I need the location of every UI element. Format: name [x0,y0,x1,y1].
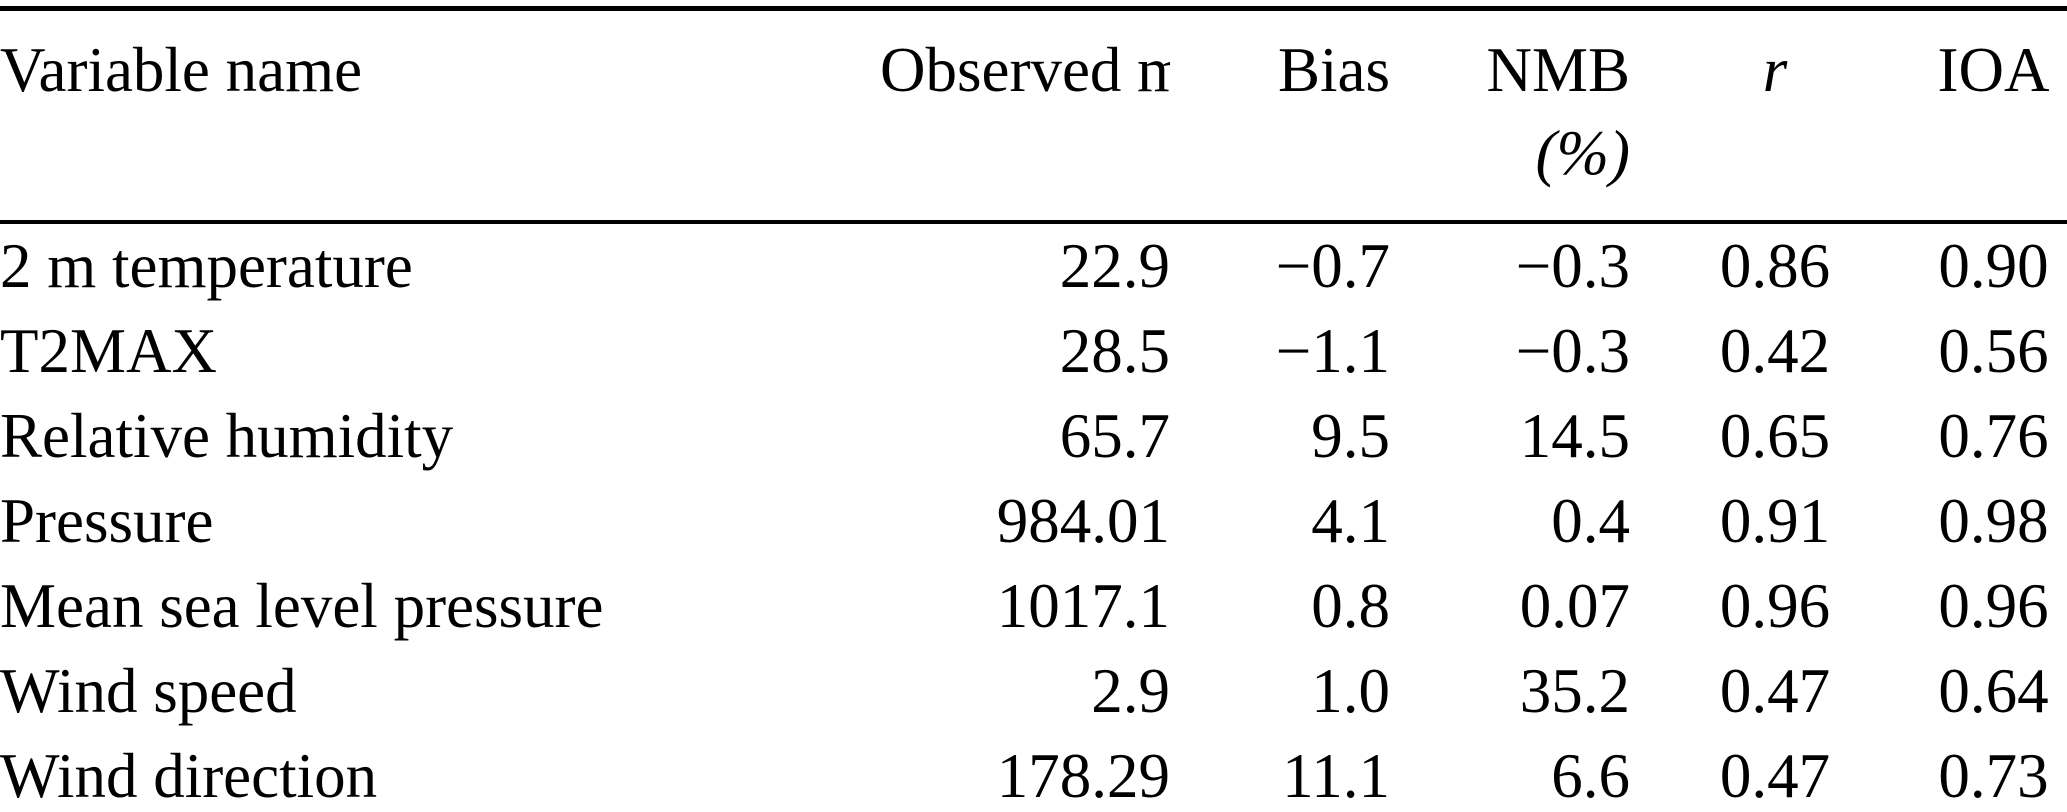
bias-cell: 9.5 [1311,401,1390,471]
col-header-unit: (%) [1535,118,1630,189]
nmb-cell: −0.3 [1515,316,1630,386]
ioa-cell: 0.73 [1938,741,2049,811]
col-header-label: IOA [1937,35,2050,105]
observed-mean-cell: 178.29 [996,741,1170,811]
variable-name-cell: Wind speed [0,656,297,726]
variable-name-cell: Pressure [0,486,214,556]
col-header-label: NMB [1486,35,1630,105]
col-header-label: Observed mean [880,35,1170,105]
table-row: Relative humidity 65.7 9.5 14.5 0.65 0.7… [0,394,2067,479]
col-header-nmb: NMB (%) [1390,8,1630,224]
table-row: T2MAX 28.5 −1.1 −0.3 0.42 0.56 [0,309,2067,394]
variable-name-cell: Mean sea level pressure [0,571,604,641]
r-cell: 0.91 [1719,486,1831,556]
variable-name-cell: Wind direction [0,741,378,811]
observed-mean-cell: 22.9 [1059,231,1170,301]
col-header-bias: Bias [1170,8,1390,224]
bias-cell: −1.1 [1275,316,1390,386]
table-row: 2 m temperature 22.9 −0.7 −0.3 0.86 0.90 [0,222,2067,309]
ioa-cell: 0.76 [1938,401,2049,471]
ioa-cell: 0.90 [1938,231,2049,301]
table-row: Pressure 984.01 4.1 0.4 0.91 0.98 [0,479,2067,564]
col-header-ioa: IOA [1920,8,2067,224]
table-row: Mean sea level pressure 1017.1 0.8 0.07 … [0,564,2067,649]
ioa-cell: 0.56 [1938,316,2049,386]
bias-cell: 1.0 [1311,656,1390,726]
col-header-label: Bias [1277,35,1390,105]
col-header-variable-name: Variable name [0,8,880,224]
r-cell: 0.86 [1719,231,1831,301]
variable-name-cell: T2MAX [0,316,217,386]
r-cell: 0.96 [1719,571,1831,641]
observed-mean-cell: 2.9 [1091,656,1170,726]
bias-cell: −0.7 [1275,231,1390,301]
bias-cell: 11.1 [1282,741,1390,811]
col-header-label: r [1762,35,1788,105]
observed-mean-cell: 1017.1 [996,571,1170,641]
nmb-cell: 14.5 [1519,401,1630,471]
col-header-r: r [1630,8,1920,224]
nmb-cell: 6.6 [1551,741,1630,811]
bias-cell: 0.8 [1311,571,1390,641]
r-cell: 0.65 [1719,401,1831,471]
header-row: Variable name Observed mean Bias NMB (%)… [0,8,2067,224]
ioa-cell: 0.64 [1938,656,2049,726]
nmb-cell: 35.2 [1519,656,1630,726]
table-row: Wind direction 178.29 11.1 6.6 0.47 0.73 [0,734,2067,812]
bias-cell: 4.1 [1311,486,1390,556]
observed-mean-cell: 28.5 [1059,316,1170,386]
r-cell: 0.42 [1719,316,1831,386]
observed-mean-cell: 65.7 [1059,401,1170,471]
table-row: Wind speed 2.9 1.0 35.2 0.47 0.64 [0,649,2067,734]
ioa-cell: 0.98 [1938,486,2049,556]
variable-name-cell: 2 m temperature [0,231,413,301]
nmb-cell: −0.3 [1515,231,1630,301]
r-cell: 0.47 [1719,656,1831,726]
variable-name-cell: Relative humidity [0,401,454,471]
nmb-cell: 0.4 [1551,486,1630,556]
observed-mean-cell: 984.01 [996,486,1170,556]
r-cell: 0.47 [1719,741,1831,811]
col-header-observed-mean: Observed mean [880,8,1170,224]
nmb-cell: 0.07 [1519,571,1630,641]
model-evaluation-statistics-table: Variable name Observed mean Bias NMB (%)… [0,6,2067,812]
col-header-label: Variable name [0,35,363,105]
ioa-cell: 0.96 [1938,571,2049,641]
